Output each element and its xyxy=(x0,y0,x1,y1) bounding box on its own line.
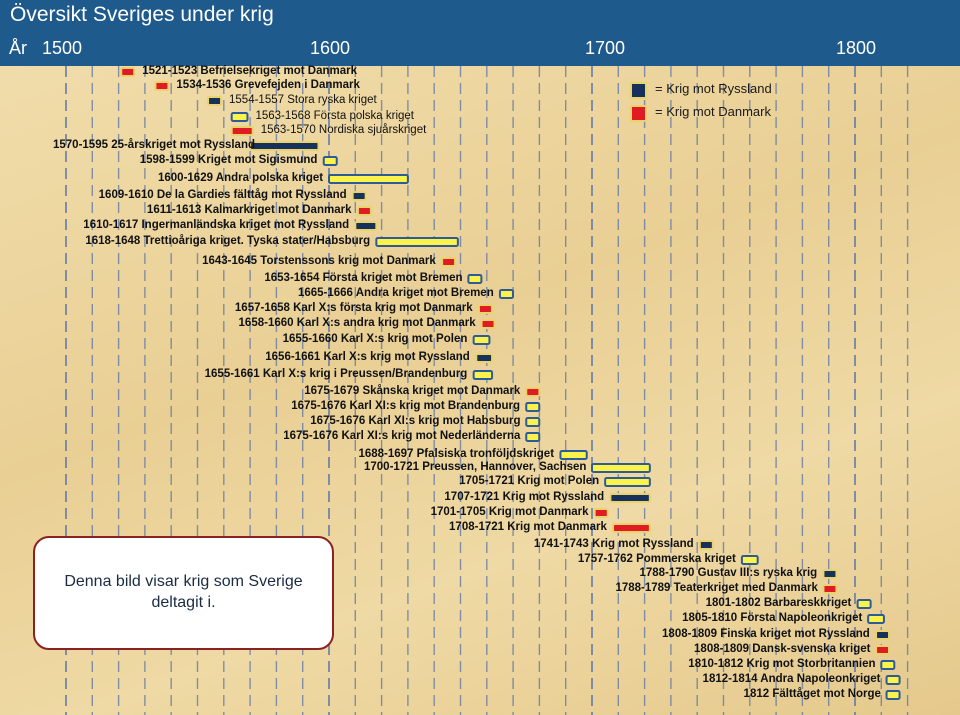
war-label: 1665-1666 Andra kriget mot Bremen xyxy=(297,287,494,299)
war-bar xyxy=(475,353,494,363)
war-label: 1611-1613 Kalmarkriget mot Danmark xyxy=(146,204,352,216)
war-label: 1600-1629 Andra polska kriget xyxy=(158,172,324,184)
war-bar xyxy=(875,645,891,655)
war-bar xyxy=(441,257,457,267)
war-label: 1655-1661 Karl X:s krig i Preussen/Brand… xyxy=(204,368,468,380)
war-label: 1805-1810 Första Napoleonkriget xyxy=(682,612,863,624)
war-label: 1618-1648 Trettioåriga kriget. Tyska sta… xyxy=(85,235,371,247)
war-bar xyxy=(591,463,651,473)
war-label: 1598-1599 Kriget mot Sigismund xyxy=(139,154,318,166)
war-bar xyxy=(472,370,494,380)
war-bar xyxy=(498,289,514,299)
info-note-text: Denna bild visar krig som Sverige deltag… xyxy=(64,573,303,611)
war-label: 1675-1676 Karl XI:s krig mot Nederländer… xyxy=(283,430,521,442)
war-label: 1563-1568 Första polska kriget xyxy=(255,110,415,122)
war-bar xyxy=(885,690,901,700)
war-bar xyxy=(612,523,651,533)
war-bar xyxy=(867,614,885,624)
war-label: 1643-1645 Torstenssons krig mot Danmark xyxy=(202,255,436,267)
war-bar xyxy=(249,141,320,151)
legend-label-ryssland: = Krig mot Ryssland xyxy=(655,81,772,96)
war-label: 1705-1721 Krig mot Polen xyxy=(459,475,600,487)
war-label: 1788-1789 Teaterkriget med Danmark xyxy=(615,582,818,594)
war-label: 1675-1676 Karl XI:s krig mot Brandenburg xyxy=(291,400,521,412)
war-bar xyxy=(525,387,541,397)
war-label: 1708-1721 Krig mot Danmark xyxy=(449,521,607,533)
war-label: 1653-1654 Första kriget mot Bremen xyxy=(264,272,463,284)
war-label: 1570-1595 25-årskriget mot Ryssland xyxy=(53,139,255,151)
war-bar xyxy=(120,67,136,77)
war-bar xyxy=(230,126,254,136)
war-bar xyxy=(328,174,409,184)
war-label: 1808-1809 Finska kriget mot Ryssland xyxy=(662,628,870,640)
war-bar xyxy=(822,569,838,579)
legend-label-danmark: = Krig mot Danmark xyxy=(655,104,771,119)
war-label: 1521-1523 Befrielsekriget mot Danmark xyxy=(142,65,357,77)
war-label: 1675-1676 Karl XI:s krig mot Habsburg xyxy=(310,415,521,427)
axis-label: År xyxy=(9,38,27,58)
war-label: 1554-1557 Stora ryska kriget xyxy=(229,94,377,106)
war-label: 1675-1679 Skånska kriget mot Danmark xyxy=(304,385,521,397)
war-label: 1808-1809 Dansk-svenska kriget xyxy=(694,643,871,655)
legend-swatch-danmark xyxy=(630,105,647,122)
war-label: 1658-1660 Karl X:s andra krig mot Danmar… xyxy=(238,317,476,329)
war-bar xyxy=(525,417,541,427)
info-note: Denna bild visar krig som Sverige deltag… xyxy=(33,536,334,650)
war-label: 1801-1802 Barbareskkriget xyxy=(705,597,852,609)
legend-swatch-ryssland xyxy=(630,82,647,99)
war-bar xyxy=(322,156,338,166)
war-bar xyxy=(480,319,496,329)
war-bar xyxy=(740,555,759,565)
war-bar xyxy=(856,599,872,609)
x-tick-label: 1600 xyxy=(310,38,351,58)
war-bar xyxy=(356,206,372,216)
war-label: 1688-1697 Pfalsiska tronföljdskriget xyxy=(358,448,555,460)
war-bar xyxy=(477,304,493,314)
war-label: 1655-1660 Karl X:s krig mot Polen xyxy=(282,333,468,345)
war-label: 1741-1743 Krig mot Ryssland xyxy=(533,538,694,550)
war-bar xyxy=(593,508,609,518)
war-bar xyxy=(885,675,901,685)
war-bar xyxy=(604,477,651,487)
war-label: 1563-1570 Nordiska sjuårskriget xyxy=(260,124,427,136)
war-bar xyxy=(698,540,714,550)
war-bar xyxy=(154,81,170,91)
war-bar xyxy=(525,402,541,412)
war-label: 1610-1617 Ingermanländska kriget mot Rys… xyxy=(83,219,350,231)
war-label: 1812-1814 Andra Napoleonkriget xyxy=(702,673,881,685)
page-title: Översikt Sveriges under krig xyxy=(10,3,274,26)
war-label: 1609-1610 De la Gardies fälttåg mot Ryss… xyxy=(98,189,347,201)
x-tick-label: 1700 xyxy=(585,38,626,58)
war-bar xyxy=(351,191,367,201)
war-label: 1788-1790 Gustav III:s ryska krig xyxy=(639,567,818,579)
war-bar xyxy=(472,335,491,345)
x-tick-label: 1500 xyxy=(42,38,83,58)
war-bar xyxy=(230,112,249,122)
war-label: 1812 Fälttåget mot Norge xyxy=(743,688,881,700)
war-bar xyxy=(880,660,896,670)
war-label: 1757-1762 Pommerska kriget xyxy=(577,553,736,565)
war-label: 1810-1812 Krig mot Storbritannien xyxy=(688,658,876,670)
war-bar xyxy=(822,584,838,594)
header-bar: Översikt Sveriges under krig År 1500 160… xyxy=(0,0,960,66)
war-bar xyxy=(559,450,588,460)
war-label: 1656-1661 Karl X:s krig mot Ryssland xyxy=(265,351,470,363)
war-bar xyxy=(375,237,459,247)
war-label: 1701-1705 Krig mot Danmark xyxy=(430,506,589,518)
war-label: 1707-1721 Krig mot Ryssland xyxy=(444,491,605,503)
x-tick-label: 1800 xyxy=(836,38,877,58)
war-bar xyxy=(525,432,541,442)
war-label: 1534-1536 Grevefejden i Danmark xyxy=(176,79,360,91)
war-bar xyxy=(467,274,483,284)
war-label: 1700-1721 Preussen, Hannover, Sachsen xyxy=(364,461,587,473)
war-bar xyxy=(875,630,891,640)
war-bar xyxy=(609,493,651,503)
war-label: 1657-1658 Karl X:s första krig mot Danma… xyxy=(234,302,473,314)
war-bar xyxy=(207,96,223,106)
war-bar xyxy=(354,221,378,231)
